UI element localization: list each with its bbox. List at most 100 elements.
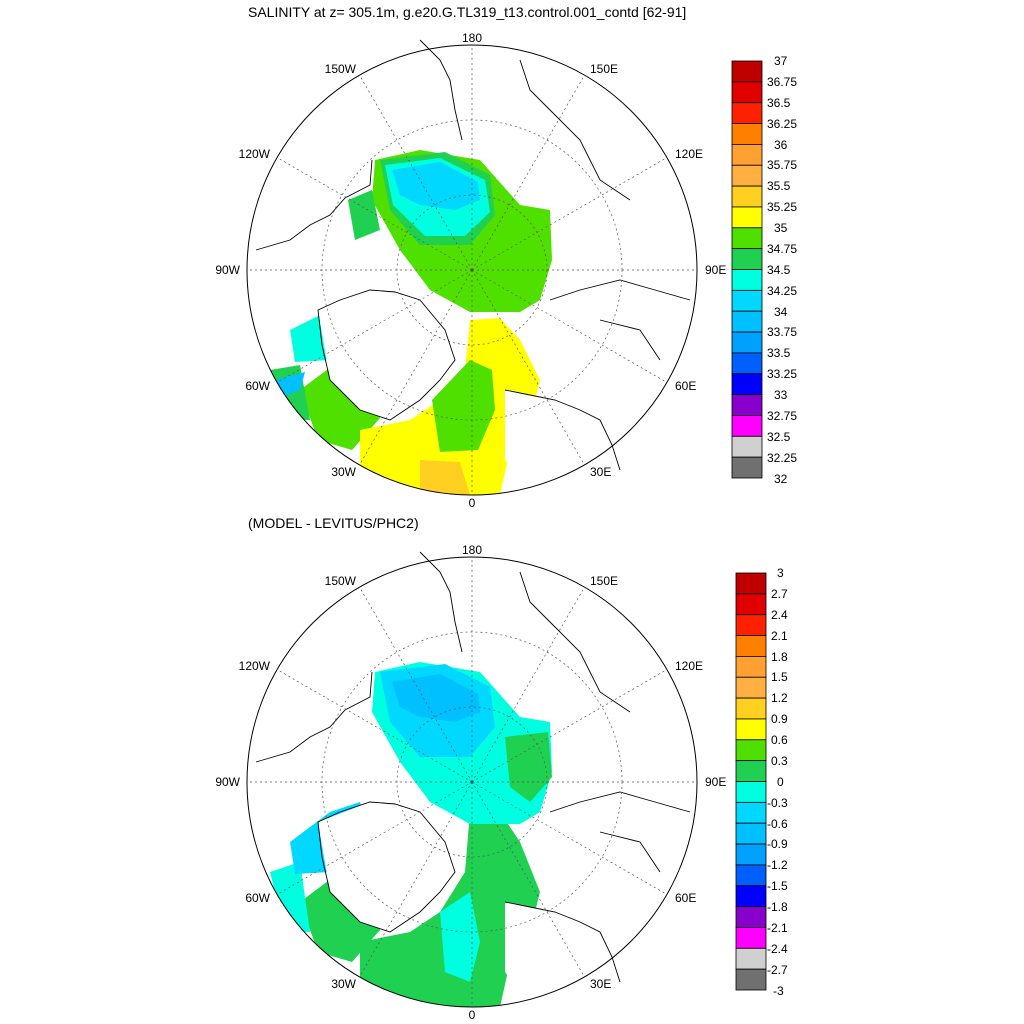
colorbar-label: 35.75 [767,158,797,172]
colorbar-label: -2.7 [767,963,788,977]
colorbar-label: -2.1 [767,921,788,935]
colorbar-label: 1.2 [771,691,788,705]
colorbar-label: -1.8 [767,900,788,914]
lon-label: 120W [239,659,271,673]
colorbar-swatch [731,352,763,375]
lon-label: 30W [331,977,356,991]
map-title-salinity: SALINITY at z= 305.1m, g.e20.G.TL319_t13… [248,4,687,20]
lon-label: 90W [215,775,240,789]
colorbar-label: 33 [774,388,788,402]
colorbar-swatch [731,248,763,270]
colorbar-label: 36.75 [767,75,797,89]
colorbar-swatch [735,927,767,949]
lon-label: 180 [462,31,482,45]
colorbar-label: 1.8 [771,650,788,664]
colorbar-swatch [735,864,767,887]
lon-label: 90E [705,263,726,277]
colorbar-label: 34.75 [767,242,797,256]
colorbar-label: 3 [777,566,784,580]
colorbar-boxes [735,572,767,991]
lon-label: 0 [469,1008,476,1022]
lon-label: 0 [469,496,476,510]
lon-label: 30E [590,977,611,991]
longitude-labels: 180 150E 120E 90E 60E 30E 0 30W 60W 90W … [215,31,726,510]
colorbar-swatch [735,781,767,803]
region-nordic-fresh [440,892,480,982]
colorbar-label: 34.25 [767,284,797,298]
colorbar-swatch [731,102,763,124]
colorbar-label: -0.6 [767,817,788,831]
colorbar-swatch [731,81,763,104]
region-north-atlantic [420,460,470,495]
colorbar-swatch [731,143,763,166]
colorbar-swatch [735,947,767,970]
colorbar-salinity: 37 36.75 36.5 36.25 36 35.75 35.5 35.25 … [731,54,797,486]
colorbar-boxes [731,60,763,479]
land-greenland [318,802,455,932]
graticule [247,45,697,495]
land-scandinavia [505,902,620,1007]
lon-label: 90E [705,775,726,789]
lon-label: 60W [245,379,270,393]
land-greenland [318,290,455,420]
colorbar-label: 33.75 [767,325,797,339]
map-fill-layer [270,662,690,1007]
lon-label: 90W [215,263,240,277]
colorbar-swatch [735,655,767,678]
salinity-map: 180 150E 120E 90E 60E 30E 0 30W 60W 90W … [215,31,797,510]
colorbar-label: 35.25 [767,200,797,214]
colorbar-label: -0.9 [767,837,788,851]
colorbar-label: 36 [774,138,788,152]
colorbar-swatch [735,885,767,908]
lon-label: 30E [590,465,611,479]
colorbar-swatch [731,289,763,312]
colorbar-label: 0.3 [771,754,788,768]
colorbar-label: 34 [774,305,788,319]
lon-label: 60E [675,379,696,393]
colorbar-label: 1.5 [771,670,788,684]
coastlines [255,551,691,983]
colorbar-swatch [731,206,763,229]
colorbar-label: -1.2 [767,858,788,872]
colorbar-swatch [735,676,767,699]
colorbar-label: 33.5 [767,346,791,360]
longitude-labels: 180 150E 120E 90E 60E 30E 0 30W 60W 90W … [215,543,726,1022]
colorbar-label: 32.75 [767,409,797,423]
lon-label: 150W [325,62,357,76]
colorbar-swatch [731,269,763,291]
lon-label: 120E [675,659,703,673]
lon-label: 120W [239,147,271,161]
map-boundary [246,556,698,1008]
colorbar-swatch [735,843,767,866]
colorbar-swatch [735,968,767,991]
lon-label: 180 [462,543,482,557]
colorbar-swatch [735,635,767,657]
colorbar-label: -0.3 [767,796,788,810]
colorbar-swatch [731,310,763,333]
colorbar-label: 32.25 [767,451,797,465]
colorbar-swatch [731,331,763,354]
colorbar-swatch [731,373,763,396]
region-eurasian-basin [505,732,552,802]
colorbar-label: 2.1 [771,629,788,643]
colorbar-label: 34.5 [767,263,791,277]
colorbar-swatch [731,123,763,145]
colorbar-swatch [731,456,763,479]
colorbar-swatch [735,739,767,762]
colorbar-label: 35.5 [767,179,791,193]
colorbar-labels: 37 36.75 36.5 36.25 36 35.75 35.5 35.25 … [767,54,797,486]
colorbar-labels: 3 2.7 2.4 2.1 1.8 1.5 1.2 0.9 0.6 0.3 0 … [767,566,788,998]
colorbar-swatch [731,227,763,250]
colorbar-label: 0.6 [771,733,788,747]
colorbar-label: 2.4 [771,608,788,622]
lon-label: 150W [325,574,357,588]
colorbar-swatch [735,697,767,720]
colorbar-swatch [731,415,763,437]
lon-label: 150E [590,574,618,588]
colorbar-swatch [731,394,763,416]
graticule [247,557,697,1007]
colorbar-swatch [731,60,763,83]
colorbar-label: -1.5 [767,879,788,893]
colorbar-swatch [731,185,763,208]
colorbar-label: 36.5 [767,96,791,110]
